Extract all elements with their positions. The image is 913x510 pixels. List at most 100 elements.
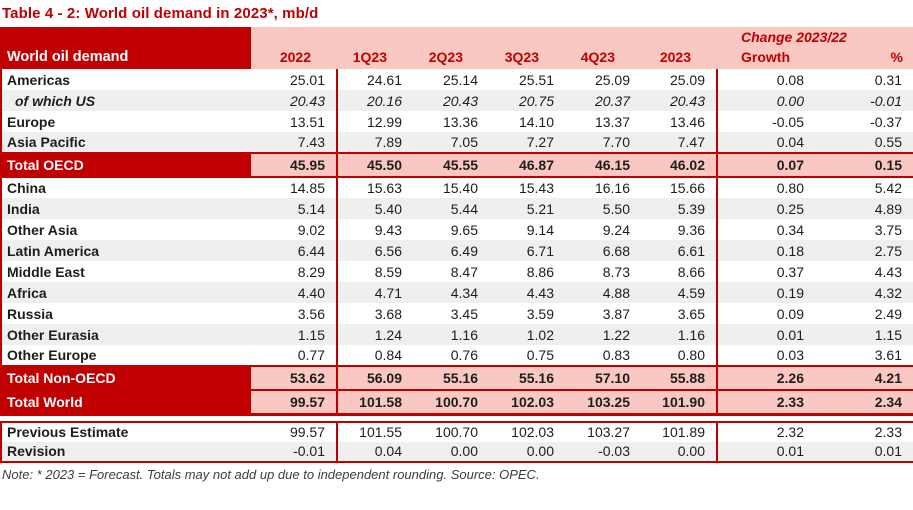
table-title: Table 4 - 2: World oil demand in 2023*, … [2,5,319,22]
table-row: Other Eurasia 1.15 1.24 1.16 1.02 1.22 1.16 0.0… [1,324,913,345]
row-label: Other Asia [7,221,78,238]
value-cell: 57.10 [565,365,641,391]
value-cell: 9.36 [677,221,705,238]
column-header-3q23: 3Q23 [489,45,565,69]
row-label: Latin America [7,242,100,259]
value-cell: 15.43 [518,180,554,196]
value-cell: 2.32 [716,421,815,442]
footnote: Note: * 2023 = Forecast. Totals may not … [2,466,540,482]
value-cell: 6.56 [336,240,413,261]
value-cell: 55.16 [489,365,565,391]
value-cell: 0.03 [716,345,815,366]
value-cell: 5.50 [602,200,630,217]
value-cell: 20.37 [594,92,630,109]
value-cell: -0.01 [870,92,902,109]
value-cell: 0.80 [716,177,815,198]
value-cell: 5.39 [677,200,705,217]
value-cell: 6.68 [602,242,630,259]
value-cell: 8.73 [602,263,630,280]
value-cell: 0.01 [874,443,902,459]
value-cell: 100.70 [435,424,478,440]
column-header-pct: % [815,45,913,69]
column-header-2023: 2023 [641,45,717,69]
value-cell: 7.05 [450,134,478,150]
value-cell: 0.18 [716,240,815,261]
corner-header-cell: World oil demand [1,27,251,69]
value-cell: 0.84 [336,345,413,366]
value-cell: 4.40 [297,284,325,301]
value-cell: 9.02 [297,221,325,238]
footer-table-body: Previous Estimate 99.57 101.55 100.70 102.03… [1,421,913,462]
value-cell: 6.71 [526,242,554,259]
value-cell: 9.43 [336,219,413,240]
change-group-header-cell: Change 2023/22 [717,27,913,45]
value-cell: 13.37 [594,113,630,130]
value-cell: 1.15 [874,326,902,343]
value-cell: 14.85 [289,180,325,196]
row-label: Total Non-OECD [1,365,251,391]
table-row: Europe 13.51 12.99 13.36 14.10 13.37 13.46 -0.0… [1,111,913,132]
value-cell: 3.75 [874,221,902,238]
table-row: Total World 99.57 101.58 100.70 102.03 103.25… [1,389,913,416]
value-cell: 8.29 [297,263,325,280]
value-cell: 0.01 [716,441,815,462]
table-row: India 5.14 5.40 5.44 5.21 5.50 5.39 0.25 4.89 [1,198,913,219]
table-row: Previous Estimate 99.57 101.55 100.70 102.03… [1,421,913,442]
value-cell: 2.49 [874,305,902,322]
value-cell: 102.03 [489,389,565,416]
value-cell: 6.61 [677,242,705,259]
value-cell: 3.61 [874,347,902,363]
value-cell: 0.09 [716,303,815,324]
value-cell: 4.59 [677,284,705,301]
value-cell: 16.16 [594,180,630,196]
value-cell: 53.62 [251,365,337,391]
row-label: Total OECD [1,152,251,178]
row-label: Russia [7,305,53,322]
row-label: India [7,200,40,217]
row-label: China [7,180,46,196]
table-row: Asia Pacific 7.43 7.89 7.05 7.27 7.70 7.47 0.04… [1,132,913,153]
value-cell: 0.25 [716,198,815,219]
value-cell: 6.49 [450,242,478,259]
table-row: Total Non-OECD 53.62 56.09 55.16 55.16 57.10 5… [1,365,913,391]
value-cell: 0.15 [815,152,913,178]
column-header-2q23: 2Q23 [413,45,489,69]
value-cell: 4.71 [336,282,413,303]
value-cell: 13.46 [669,113,705,130]
value-cell: 2.33 [716,389,815,416]
row-label: Other Eurasia [7,326,99,343]
value-cell: 0.77 [297,347,325,363]
header-spacer-cell [251,27,717,45]
main-table-body: World oil demand Change 2023/22 2022 1Q23… [1,27,913,416]
value-cell: 0.75 [526,347,554,363]
value-cell: 0.01 [716,324,815,345]
value-cell: 0.76 [450,347,478,363]
value-cell: 4.21 [815,365,913,391]
value-cell: 55.88 [641,365,717,391]
value-cell: 4.34 [450,284,478,301]
value-cell: 45.50 [336,152,413,178]
table-row: Middle East 8.29 8.59 8.47 8.86 8.73 8.66 0.37 4… [1,261,913,282]
value-cell: 7.70 [602,134,630,150]
value-cell: 15.66 [669,180,705,196]
value-cell: 15.63 [336,177,413,198]
value-cell: 25.01 [289,71,325,88]
value-cell: -0.05 [716,111,815,132]
value-cell: 25.51 [518,71,554,88]
value-cell: 9.65 [450,221,478,238]
value-cell: 8.47 [450,263,478,280]
value-cell: 3.65 [677,305,705,322]
value-cell: 0.04 [716,132,815,153]
value-cell: 45.95 [251,152,337,178]
value-cell: 0.55 [874,134,902,150]
value-cell: 103.27 [587,424,630,440]
value-cell: 101.55 [336,421,413,442]
value-cell: 7.27 [526,134,554,150]
value-cell: 5.21 [526,200,554,217]
value-cell: 0.83 [602,347,630,363]
value-cell: 0.31 [874,71,902,88]
value-cell: 3.45 [450,305,478,322]
value-cell: 25.14 [442,71,478,88]
value-cell: 46.15 [565,152,641,178]
value-cell: 5.44 [450,200,478,217]
